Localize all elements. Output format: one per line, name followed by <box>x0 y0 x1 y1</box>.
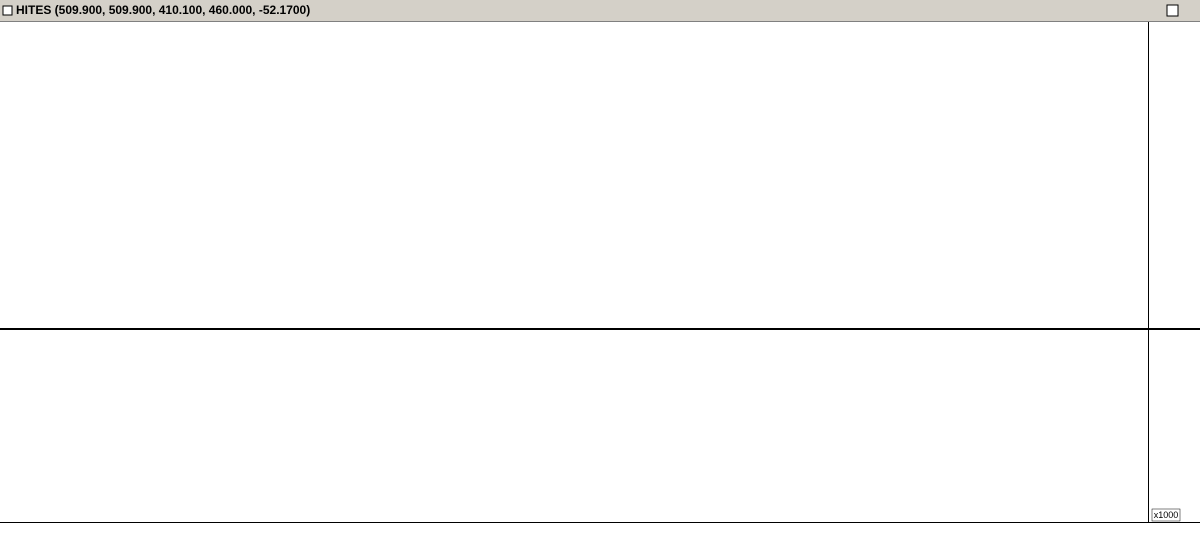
chart-title: HITES (509.900, 509.900, 410.100, 460.00… <box>16 3 310 17</box>
volume-unit: x1000 <box>1154 510 1179 520</box>
unit-box <box>1151 508 1181 522</box>
window-icon[interactable] <box>2 5 13 16</box>
title-bar <box>0 0 1200 21</box>
window-button[interactable] <box>1166 4 1179 17</box>
